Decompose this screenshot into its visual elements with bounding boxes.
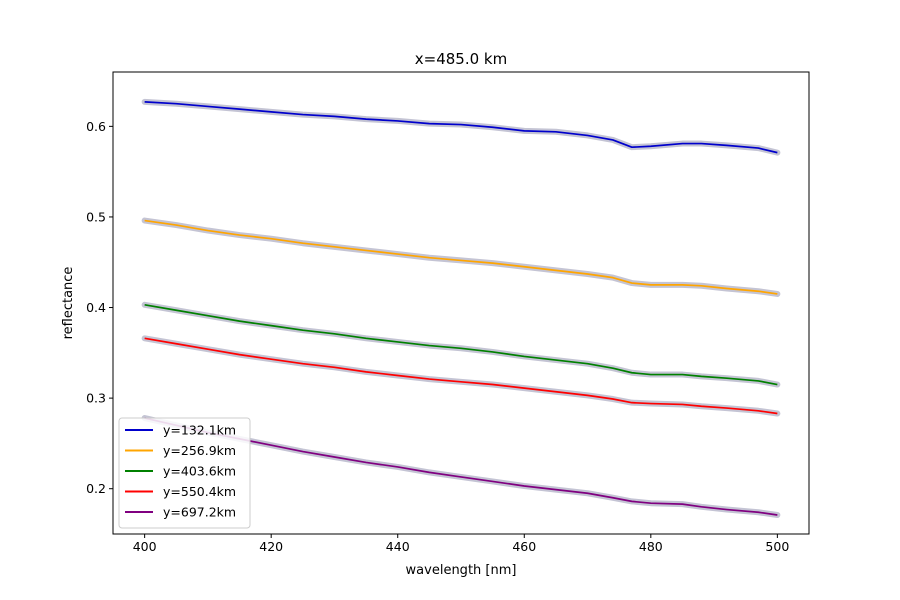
axes-frame — [112, 71, 810, 535]
x-axis-label: wavelength [nm] — [406, 563, 517, 578]
legend-label: y=550.4km — [163, 484, 236, 499]
legend: y=132.1km y=256.9km y=403.6km y=550.4km y=69… — [118, 417, 251, 529]
legend-label: y=132.1km — [163, 423, 236, 438]
y-tick-label: 0.5 — [86, 209, 106, 224]
x-tick-label: 420 — [259, 539, 283, 554]
chart-title: x=485.0 km — [415, 50, 507, 68]
y-tick-label: 0.6 — [86, 119, 106, 134]
y-axis: 0.2 0.3 0.4 0.5 0.6 — [86, 119, 113, 496]
series-line-0 — [144, 101, 778, 154]
series-line-2 — [144, 303, 778, 386]
x-tick-label: 480 — [639, 539, 663, 554]
legend-label: y=697.2km — [163, 505, 236, 520]
plot-area — [141, 98, 781, 518]
series-line-4 — [144, 417, 778, 516]
y-tick-label: 0.2 — [86, 481, 106, 496]
series-line-1 — [144, 219, 778, 295]
x-tick-label: 400 — [133, 539, 157, 554]
legend-label: y=256.9km — [163, 443, 236, 458]
x-tick-label: 440 — [386, 539, 410, 554]
series-line-3 — [144, 337, 778, 415]
x-axis: 400 420 440 460 480 500 — [133, 534, 789, 554]
legend-label: y=403.6km — [163, 464, 236, 479]
y-axis-label: reflectance — [61, 267, 76, 340]
legend-box — [118, 417, 251, 529]
x-tick-label: 500 — [765, 539, 789, 554]
y-tick-label: 0.4 — [86, 300, 106, 315]
y-tick-label: 0.3 — [86, 391, 106, 406]
x-tick-label: 460 — [512, 539, 536, 554]
